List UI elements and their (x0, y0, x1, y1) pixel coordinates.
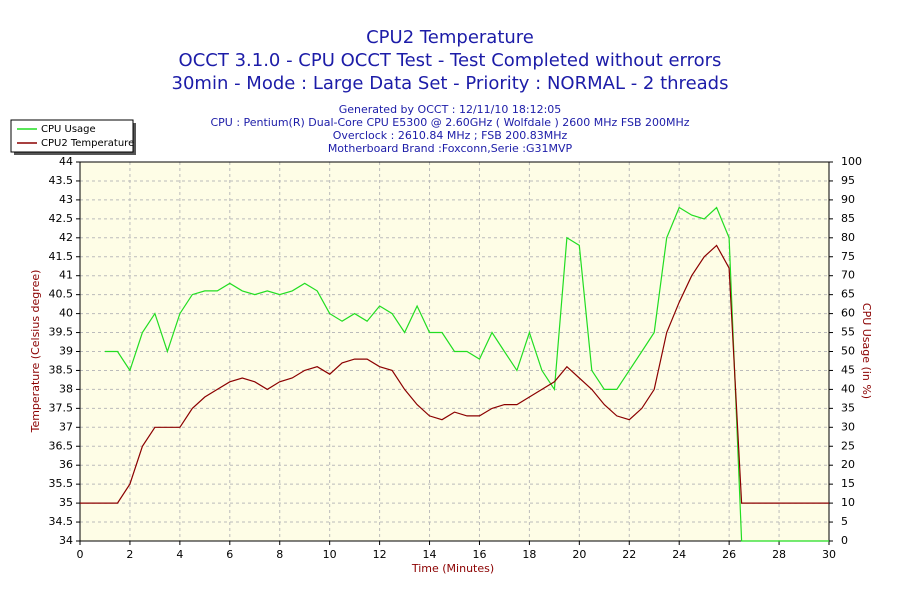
data-line (105, 206, 829, 542)
y2-tick-label: 15 (841, 477, 855, 490)
annotation: CPU : Pentium(R) Dual-Core CPU E5300 @ 2… (210, 116, 689, 129)
y-tick-label: 39.5 (49, 326, 74, 339)
y2-tick-label: 0 (841, 534, 848, 547)
y2-tick-label: 35 (841, 401, 855, 414)
y-tick-label: 37 (59, 420, 73, 433)
x-tick-label: 26 (722, 548, 736, 561)
y2-tick-label: 25 (841, 439, 855, 452)
y-tick-label: 35.5 (49, 477, 74, 490)
y-tick-label: 41 (59, 269, 73, 282)
annotation: Motherboard Brand :Foxconn,Serie :G31MVP (328, 142, 573, 155)
legend (10, 119, 134, 153)
annotation: Overclock : 2610.84 MHz ; FSB 200.83MHz (333, 129, 568, 142)
y-tick-label: 40 (59, 307, 73, 320)
y-tick-label: 43 (59, 193, 73, 206)
x-tick-label: 8 (276, 548, 283, 561)
y2-tick-label: 85 (841, 212, 855, 225)
y-tick-label: 37.5 (49, 401, 74, 414)
x-tick-label: 18 (522, 548, 536, 561)
y-tick-label: 35 (59, 496, 73, 509)
y2-tick-label: 30 (841, 420, 855, 433)
y-tick-label: 42.5 (49, 212, 74, 225)
x-tick-label: 4 (176, 548, 183, 561)
y2-tick-label: 10 (841, 496, 855, 509)
x-tick-label: 28 (772, 548, 786, 561)
y2-tick-label: 50 (841, 345, 855, 358)
x-tick-label: 6 (226, 548, 233, 561)
x-tick-label: 10 (323, 548, 337, 561)
data-line (80, 244, 829, 504)
x-tick-label: 14 (423, 548, 437, 561)
y-tick-label: 43.5 (49, 174, 74, 187)
x-tick-label: 0 (77, 548, 84, 561)
x-axis-label: Time (Minutes) (411, 562, 494, 575)
annotation: Generated by OCCT : 12/11/10 18:12:05 (339, 103, 562, 116)
plot-frame (79, 161, 830, 542)
y2-tick-label: 90 (841, 193, 855, 206)
chart-subtitle: OCCT 3.1.0 - CPU OCCT Test - Test Comple… (179, 50, 722, 71)
x-tick-label: 22 (622, 548, 636, 561)
y2-tick-label: 40 (841, 382, 855, 395)
y2-tick-label: 5 (841, 515, 848, 528)
y-tick-label: 44 (59, 155, 73, 168)
y2-tick-label: 45 (841, 363, 855, 376)
y2-tick-label: 70 (841, 269, 855, 282)
y2-tick-label: 75 (841, 250, 855, 263)
legend-label: CPU Usage (41, 124, 96, 135)
x-tick-label: 12 (373, 548, 387, 561)
y2-axis-label: CPU Usage (in %) (860, 303, 873, 399)
x-tick-label: 16 (472, 548, 486, 561)
y2-tick-label: 95 (841, 174, 855, 187)
y-tick-label: 34 (59, 534, 73, 547)
chart-subtitle: 30min - Mode : Large Data Set - Priority… (172, 73, 729, 94)
y2-tick-label: 100 (841, 155, 862, 168)
y-axis-label: Temperature (Celsius degree) (29, 270, 42, 434)
y-tick-label: 36 (59, 458, 73, 471)
y2-tick-label: 80 (841, 231, 855, 244)
x-tick-label: 24 (672, 548, 686, 561)
y-tick-label: 34.5 (49, 515, 74, 528)
y-tick-label: 40.5 (49, 288, 74, 301)
legend-label: CPU2 Temperature (41, 138, 134, 149)
y-tick-label: 39 (59, 345, 73, 358)
x-tick-label: 20 (572, 548, 586, 561)
y-tick-label: 42 (59, 231, 73, 244)
y2-tick-label: 65 (841, 288, 855, 301)
y-tick-label: 41.5 (49, 250, 74, 263)
y-tick-label: 38 (59, 382, 73, 395)
y2-tick-label: 55 (841, 326, 855, 339)
x-tick-label: 2 (126, 548, 133, 561)
y-tick-label: 38.5 (49, 363, 74, 376)
y2-tick-label: 20 (841, 458, 855, 471)
y-tick-label: 36.5 (49, 439, 74, 452)
x-tick-label: 30 (822, 548, 836, 561)
y2-tick-label: 60 (841, 307, 855, 320)
chart-title: CPU2 Temperature (366, 27, 534, 48)
